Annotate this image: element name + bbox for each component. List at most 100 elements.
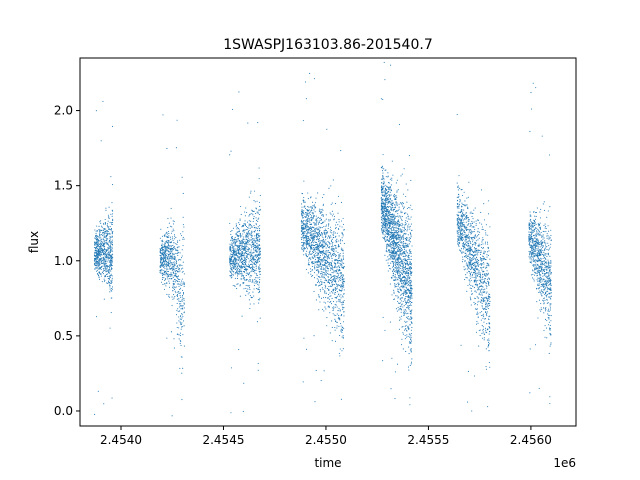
data-point bbox=[314, 207, 316, 209]
data-point bbox=[404, 320, 406, 322]
data-point bbox=[170, 241, 172, 243]
data-point bbox=[95, 243, 97, 245]
data-point bbox=[250, 253, 252, 255]
data-point bbox=[163, 263, 165, 265]
data-point bbox=[232, 250, 234, 252]
data-point bbox=[160, 258, 162, 260]
data-point bbox=[94, 264, 96, 266]
data-point bbox=[384, 187, 386, 189]
data-point bbox=[402, 270, 404, 272]
data-point bbox=[407, 215, 409, 217]
data-point bbox=[230, 267, 233, 269]
data-point bbox=[161, 250, 163, 252]
data-point bbox=[162, 241, 164, 243]
data-point bbox=[306, 229, 309, 231]
data-point bbox=[342, 296, 344, 298]
data-point bbox=[409, 295, 411, 297]
data-point bbox=[410, 361, 413, 363]
data-point bbox=[331, 265, 333, 267]
data-point bbox=[174, 290, 176, 292]
data-point bbox=[340, 242, 342, 244]
data-point bbox=[177, 254, 179, 256]
data-point bbox=[312, 241, 314, 243]
data-point bbox=[332, 269, 334, 271]
data-point bbox=[315, 234, 317, 236]
data-point bbox=[318, 233, 320, 235]
data-point bbox=[175, 286, 177, 288]
data-point bbox=[171, 266, 173, 269]
data-point bbox=[382, 209, 384, 211]
data-point bbox=[160, 261, 162, 263]
data-point bbox=[308, 218, 310, 220]
data-point bbox=[388, 212, 390, 214]
data-point bbox=[247, 274, 249, 276]
data-point bbox=[323, 274, 325, 276]
data-point bbox=[342, 274, 344, 276]
data-point bbox=[409, 250, 411, 252]
data-point bbox=[174, 286, 176, 288]
data-point bbox=[336, 301, 338, 303]
data-point bbox=[395, 221, 397, 223]
data-point bbox=[173, 238, 175, 240]
data-point bbox=[326, 257, 328, 259]
data-point bbox=[234, 257, 236, 259]
data-point bbox=[233, 239, 235, 241]
data-point bbox=[410, 351, 412, 353]
data-point bbox=[164, 251, 166, 253]
data-point bbox=[324, 261, 326, 263]
data-point bbox=[166, 261, 168, 263]
data-point bbox=[397, 224, 399, 226]
data-point bbox=[318, 258, 321, 260]
data-point bbox=[307, 243, 309, 245]
data-point bbox=[248, 227, 250, 229]
data-point bbox=[245, 268, 247, 270]
data-point bbox=[105, 259, 107, 261]
data-point bbox=[239, 261, 241, 263]
data-point bbox=[342, 267, 344, 270]
data-point bbox=[254, 245, 256, 247]
data-point bbox=[97, 250, 99, 252]
data-point bbox=[257, 233, 259, 235]
data-point bbox=[341, 262, 343, 264]
data-point bbox=[165, 274, 167, 276]
data-point bbox=[255, 227, 257, 229]
data-point bbox=[405, 328, 407, 330]
data-point bbox=[170, 232, 172, 234]
data-point bbox=[252, 261, 254, 263]
data-point bbox=[324, 229, 326, 232]
data-point bbox=[182, 238, 184, 240]
data-point bbox=[335, 255, 337, 257]
data-point bbox=[179, 278, 181, 280]
data-point bbox=[303, 228, 305, 231]
data-point bbox=[396, 286, 398, 288]
data-point bbox=[254, 229, 256, 231]
data-point bbox=[179, 292, 181, 294]
data-point bbox=[315, 197, 317, 199]
data-point bbox=[170, 249, 172, 251]
data-point bbox=[410, 264, 412, 266]
data-point bbox=[235, 263, 238, 265]
data-point bbox=[303, 201, 305, 203]
data-point bbox=[237, 227, 239, 229]
data-point bbox=[164, 234, 166, 236]
data-point bbox=[327, 289, 330, 291]
data-point bbox=[166, 262, 168, 264]
data-point bbox=[328, 187, 330, 189]
data-point bbox=[103, 254, 105, 256]
data-point bbox=[313, 78, 315, 80]
data-point bbox=[404, 221, 406, 223]
data-point bbox=[259, 252, 261, 255]
data-point bbox=[404, 329, 406, 331]
data-point bbox=[301, 213, 303, 216]
data-point bbox=[108, 282, 110, 284]
data-point bbox=[321, 273, 323, 275]
data-point bbox=[243, 254, 245, 257]
data-point bbox=[259, 209, 261, 211]
data-point bbox=[165, 258, 167, 260]
data-point bbox=[334, 259, 336, 261]
data-point bbox=[301, 226, 303, 228]
data-point bbox=[323, 370, 325, 372]
data-point bbox=[239, 243, 241, 245]
data-point bbox=[257, 228, 259, 230]
data-point bbox=[248, 292, 250, 294]
